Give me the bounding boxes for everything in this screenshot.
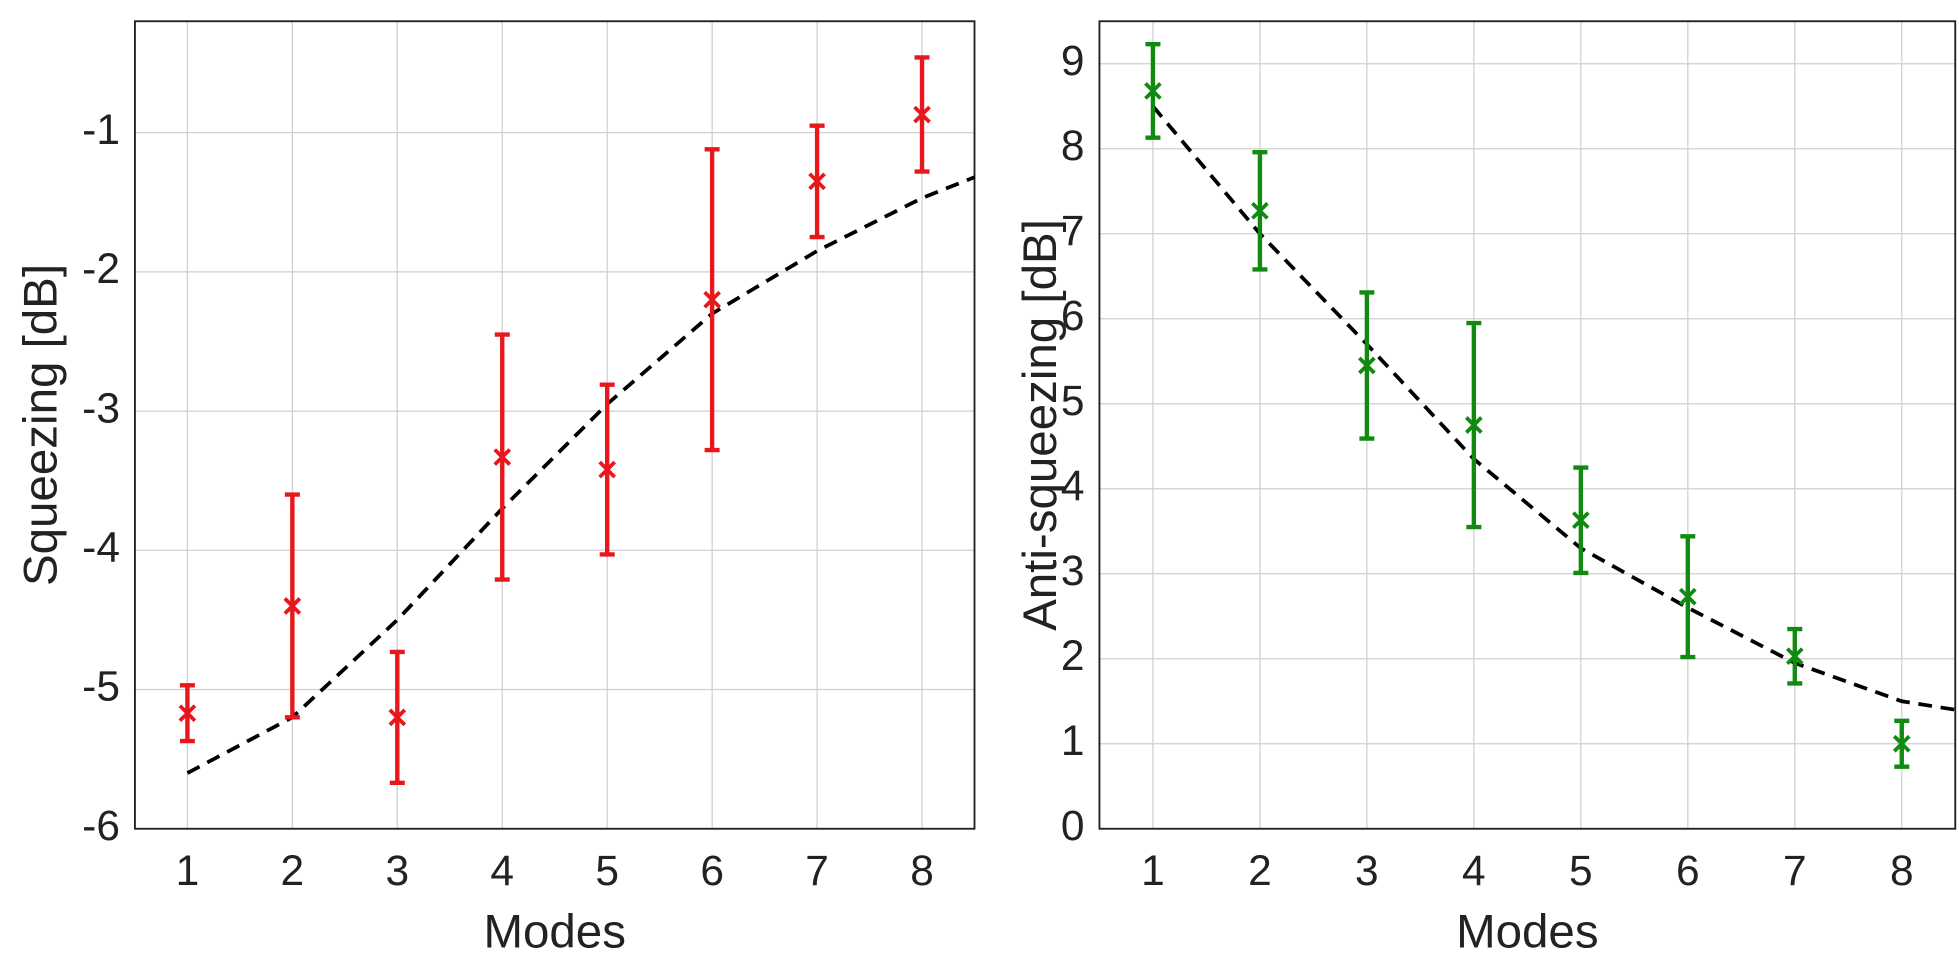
x-tick-label: 4 — [490, 848, 514, 895]
marker — [1678, 587, 1697, 606]
y-tick-label: 4 — [1061, 463, 1085, 510]
x-tick-label: 8 — [910, 848, 934, 895]
marker — [1251, 201, 1269, 220]
x-tick-label: 1 — [1141, 848, 1165, 895]
x-tick-label: 8 — [1890, 848, 1914, 895]
marker — [178, 704, 197, 723]
y-tick-label: 9 — [1061, 38, 1085, 85]
y-tick-label: 3 — [1061, 548, 1085, 595]
marker — [598, 460, 617, 479]
y-tick-label: 5 — [1061, 378, 1085, 425]
y-tick-label: -2 — [82, 246, 120, 293]
x-axis-label: Modes — [483, 906, 625, 959]
x-axis-label: Modes — [1456, 906, 1598, 959]
x-tick-label: 2 — [1248, 848, 1272, 895]
x-tick-label: 7 — [1783, 848, 1807, 895]
x-tick-label: 3 — [1355, 848, 1379, 895]
x-tick-label: 5 — [595, 848, 619, 895]
x-tick-label: 5 — [1569, 848, 1593, 895]
y-tick-label: 7 — [1061, 208, 1085, 255]
y-tick-label: 6 — [1061, 293, 1085, 340]
marker — [703, 290, 721, 309]
y-tick-label: 2 — [1061, 633, 1085, 680]
plot-area — [134, 21, 975, 829]
x-tick-label: 7 — [805, 848, 829, 895]
plot-frame — [1098, 20, 1957, 830]
y-tick-label: -1 — [82, 107, 120, 154]
marker — [1572, 511, 1590, 530]
x-tick-label: 4 — [1462, 848, 1486, 895]
marker — [1465, 416, 1483, 434]
x-tick-label: 1 — [176, 848, 200, 895]
x-tick-label: 3 — [385, 848, 409, 895]
y-tick-label: 8 — [1061, 123, 1085, 170]
marker — [388, 708, 407, 727]
marker — [808, 172, 826, 191]
y-tick-label: 0 — [1061, 803, 1085, 850]
x-tick-label: 6 — [700, 848, 724, 895]
y-tick-label: -3 — [82, 385, 120, 432]
marker — [1785, 647, 1804, 666]
y-axis-label: Squeezing [dB] — [14, 264, 67, 586]
marker — [1358, 356, 1376, 375]
y-tick-label: 1 — [1061, 718, 1085, 765]
marker — [913, 105, 931, 124]
x-tick-label: 2 — [281, 848, 305, 895]
y-tick-label: -6 — [82, 803, 120, 850]
plot-frame — [133, 20, 976, 830]
y-tick-label: -5 — [82, 664, 120, 711]
x-tick-label: 6 — [1676, 848, 1700, 895]
marker — [283, 597, 302, 615]
marker — [493, 448, 512, 466]
marker — [1144, 82, 1162, 100]
marker — [1892, 734, 1911, 753]
y-axis-label: Anti-squeezing [dB] — [1014, 219, 1067, 631]
y-tick-label: -4 — [82, 525, 120, 572]
plot-area — [1099, 21, 1956, 829]
